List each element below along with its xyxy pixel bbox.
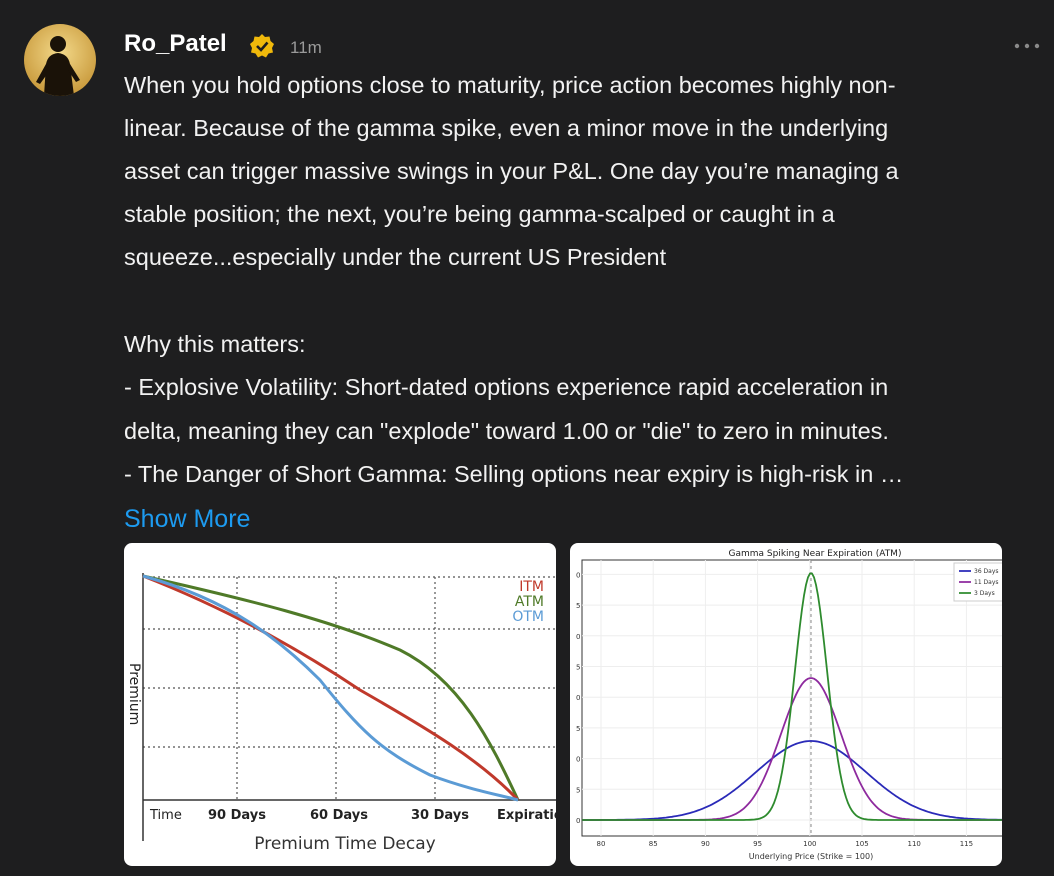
chart-title: Premium Time Decay bbox=[254, 834, 435, 854]
curve-otm bbox=[142, 574, 519, 802]
legend-entry: ATM bbox=[515, 594, 544, 610]
x-tick-label: 95 bbox=[753, 840, 762, 848]
y-tick-label: 5 bbox=[576, 664, 580, 672]
y-tick-label: 0 bbox=[576, 694, 580, 702]
y-tick-label: 0 bbox=[576, 817, 580, 825]
y-tick-label: 5 bbox=[576, 786, 580, 794]
y-tick-label: 0 bbox=[576, 756, 580, 764]
avatar[interactable] bbox=[24, 24, 96, 96]
y-tick-label: 5 bbox=[576, 602, 580, 610]
image-left[interactable]: Premium Time 90 Days 60 Days 30 Days Expirat… bbox=[124, 543, 556, 866]
x-tick-label: 105 bbox=[855, 840, 868, 848]
x-tick-label: 115 bbox=[960, 840, 973, 848]
x-tick-label: 100 bbox=[803, 840, 816, 848]
chart-title: Gamma Spiking Near Expiration (ATM) bbox=[729, 549, 902, 559]
legend-entry: 3 Days bbox=[974, 590, 995, 597]
image-right[interactable]: Gamma Spiking Near Expiration (ATM) 80 85 9… bbox=[570, 543, 1002, 866]
x-label: 30 Days bbox=[411, 808, 469, 823]
legend-entry: OTM bbox=[512, 609, 544, 625]
y-tick-label: 0 bbox=[576, 571, 580, 579]
curve bbox=[582, 572, 1002, 821]
x-tick-label: 85 bbox=[649, 840, 658, 848]
post-line: - Explosive Volatility: Short-dated opti… bbox=[124, 374, 889, 400]
y-label: Premium bbox=[126, 663, 142, 725]
x-label: Expiration bbox=[497, 808, 556, 823]
verified-badge bbox=[250, 34, 274, 58]
y-tick-label: 5 bbox=[576, 725, 580, 733]
post-line: squeeze...especially under the current U… bbox=[124, 244, 667, 270]
post-line: delta, meaning they can "explode" toward… bbox=[124, 418, 889, 444]
post-line: linear. Because of the gamma spike, even… bbox=[124, 115, 889, 141]
legend-entry: ITM bbox=[519, 579, 544, 595]
legend-entry: 36 Days bbox=[974, 568, 999, 575]
show-more[interactable]: Show More bbox=[124, 505, 251, 533]
x-tick-label: 90 bbox=[701, 840, 710, 848]
x-label: 90 Days bbox=[208, 808, 266, 823]
post-line: stable position; the next, you’re being … bbox=[124, 201, 835, 227]
x-label: 60 Days bbox=[310, 808, 368, 823]
curve-itm bbox=[142, 574, 520, 802]
post-line: asset can trigger massive swings in your… bbox=[124, 158, 899, 184]
curve-atm bbox=[142, 574, 520, 801]
curve bbox=[582, 740, 1002, 821]
post-line: Why this matters: bbox=[124, 331, 306, 357]
x-tick-label: 80 bbox=[597, 840, 606, 848]
x-label: Underlying Price (Strike = 100) bbox=[749, 852, 873, 861]
post-line: When you hold options close to maturity,… bbox=[124, 72, 896, 98]
legend-entry: 11 Days bbox=[974, 579, 999, 586]
post-time: 11m bbox=[290, 38, 322, 57]
grid bbox=[143, 576, 556, 800]
x-tick-label: 110 bbox=[908, 840, 921, 848]
post-line: - The Danger of Short Gamma: Selling opt… bbox=[124, 461, 904, 487]
author-name[interactable]: Ro_Patel bbox=[124, 30, 227, 57]
y-tick-label: 0 bbox=[576, 633, 580, 641]
more-menu[interactable] bbox=[1012, 40, 1044, 52]
x-label: Time bbox=[149, 808, 182, 823]
